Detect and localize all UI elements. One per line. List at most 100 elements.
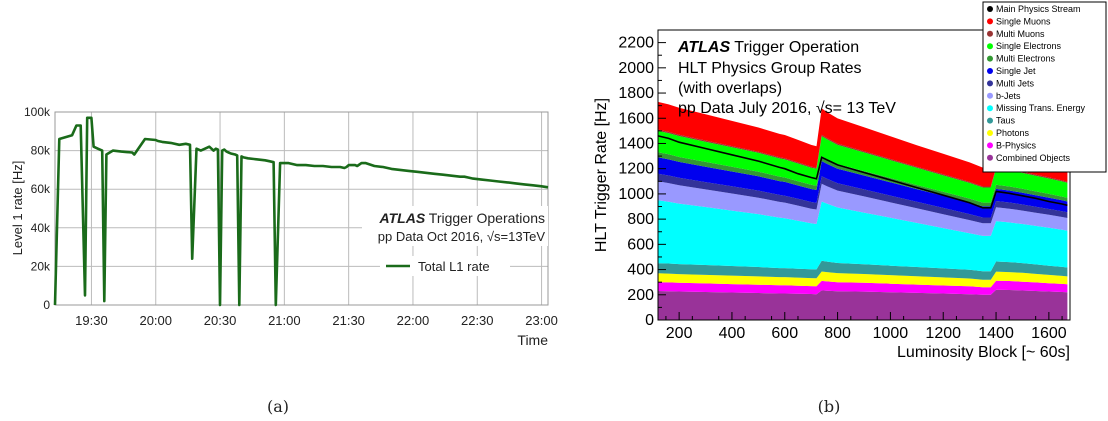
- chart-a-x-tick-label: 21:00: [268, 313, 301, 328]
- chart-b-legend-marker: [987, 68, 993, 74]
- chart-a-y-tick-label: 60k: [31, 182, 51, 196]
- chart-b-legend-marker: [987, 105, 993, 112]
- chart-b-areas: [658, 101, 1068, 320]
- chart-a-ylabel: Level 1 rate [Hz]: [10, 161, 25, 256]
- chart-b-annotation-line4: pp Data July 2016, √s= 13 TeV: [678, 100, 896, 117]
- chart-a-y-tick-label: 40k: [31, 221, 51, 235]
- chart-b-y-tick-label: 200: [627, 287, 654, 304]
- chart-a-x-tick-label: 22:00: [397, 313, 430, 328]
- chart-a-series-line: [53, 116, 549, 307]
- chart-b-legend-marker: [987, 92, 993, 99]
- chart-b-y-tick-label: 0: [645, 312, 654, 329]
- chart-b-x-tick-label: 200: [666, 325, 693, 342]
- chart-b-legend-marker: [987, 130, 993, 136]
- chart-a-annotation: ATLAS Trigger Operations pp Data Oct 201…: [362, 206, 548, 246]
- chart-b-area-single-muons: [658, 101, 1068, 187]
- chart-a-x-tick-label: 20:30: [204, 313, 237, 328]
- chart-b-area-missing-trans-energy: [658, 200, 1068, 272]
- chart-a-y-tick-label: 20k: [31, 259, 51, 273]
- chart-b-legend-box: [982, 1, 1107, 173]
- chart-b-legend-label: Multi Jets: [996, 78, 1035, 88]
- panel-label-b: (b): [818, 397, 841, 416]
- chart-b-legend-label: Single Electrons: [996, 41, 1062, 51]
- chart-b-x-tick-label: 1000: [873, 325, 909, 342]
- panel-label-a: (a): [267, 397, 289, 416]
- chart-b-y-tick-label: 400: [627, 262, 654, 279]
- chart-b-x-tick-label: 600: [771, 325, 798, 342]
- chart-b-y-tick-label: 2000: [618, 60, 654, 77]
- chart-b-legend-marker: [987, 154, 993, 161]
- chart-b-y-tick-label: 1800: [618, 85, 654, 102]
- chart-a: 0 20k 40k 60k 80k 100k 19:30 20:00 20:30 21:00 21…: [10, 105, 558, 416]
- chart-b-annotation-line2: HLT Physics Group Rates: [678, 60, 861, 77]
- chart-b-area-b-physics: [658, 280, 1068, 295]
- chart-b-legend-label: Single Jet: [996, 66, 1036, 76]
- chart-a-x-tick-label: 20:00: [139, 313, 172, 328]
- chart-b-legend-label: Photons: [996, 128, 1030, 138]
- chart-b-y-ticks: 0 200 400 600 800 1000 1200 1400 1600 1800 2000 220…: [618, 35, 666, 329]
- chart-a-annotation-line1: ATLAS Trigger Operations: [379, 210, 545, 226]
- chart-b-legend-marker: [987, 6, 993, 12]
- chart-b-y-tick-label: 1000: [618, 186, 654, 203]
- chart-b-legend-label: Multi Muons: [996, 29, 1045, 39]
- chart-a-x-tick-label: 23:00: [525, 313, 558, 328]
- chart-a-annotation-rest: Trigger Operations: [425, 210, 545, 226]
- chart-b-area-single-electrons: [658, 130, 1068, 203]
- chart-b: 0 200 400 600 800 1000 1200 1400 1600 1800 2000 220…: [593, 1, 1107, 416]
- chart-b-legend-label: B-Physics: [996, 140, 1037, 150]
- chart-a-x-tick-label: 22:30: [461, 313, 494, 328]
- chart-b-x-tick-label: 1600: [1031, 325, 1067, 342]
- chart-b-legend: Main Physics Stream Single Muons Multi Muo…: [982, 1, 1107, 173]
- chart-a-legend-bg: [380, 256, 510, 276]
- chart-b-annotation-line1: ATLAS Trigger Operation: [677, 39, 859, 56]
- chart-b-legend-marker: [987, 18, 993, 25]
- chart-a-x-tick-label: 21:30: [332, 313, 365, 328]
- chart-b-legend-label: b-Jets: [996, 91, 1021, 101]
- chart-b-legend-marker: [987, 117, 993, 124]
- chart-a-legend: Total L1 rate: [380, 256, 510, 276]
- chart-b-annotation-line3: (with overlaps): [678, 80, 782, 97]
- chart-b-y-tick-label: 1400: [618, 135, 654, 152]
- chart-a-y-ticks: 0 20k 40k 60k 80k 100k: [24, 105, 51, 312]
- chart-b-x-tick-label: 1400: [978, 325, 1014, 342]
- chart-b-annotation-rest: Trigger Operation: [730, 39, 859, 56]
- chart-b-y-tick-label: 1600: [618, 110, 654, 127]
- chart-a-xlabel: Time: [517, 332, 548, 348]
- chart-b-y-tick-label: 800: [627, 211, 654, 228]
- chart-a-y-tick-label: 0: [43, 298, 50, 312]
- chart-b-legend-marker: [987, 80, 993, 87]
- chart-b-legend-label: Single Muons: [996, 16, 1051, 26]
- chart-b-y-tick-label: 600: [627, 236, 654, 253]
- chart-b-area-combined-objects: [658, 289, 1068, 320]
- chart-a-y-tick-label: 100k: [24, 105, 51, 119]
- chart-a-annotation-bold: ATLAS: [379, 210, 426, 226]
- chart-b-x-tick-label: 400: [719, 325, 746, 342]
- chart-a-x-tick-label: 19:30: [75, 313, 108, 328]
- chart-b-main-physics-line: [657, 135, 1068, 209]
- chart-b-area-single-jet: [658, 157, 1068, 218]
- chart-a-annotation-line2: pp Data Oct 2016, √s=13TeV: [378, 229, 546, 244]
- chart-b-area-photons: [658, 271, 1068, 288]
- chart-a-annotation-bg: [362, 206, 548, 246]
- chart-b-legend-label: Multi Electrons: [996, 54, 1056, 64]
- chart-b-legend-marker: [987, 30, 993, 37]
- chart-b-ylabel: HLT Trigger Rate [Hz]: [593, 98, 610, 252]
- chart-b-x-tick-label: 800: [824, 325, 851, 342]
- chart-b-y-tick-label: 1200: [618, 161, 654, 178]
- chart-b-legend-marker: [987, 142, 993, 149]
- chart-b-legend-label: Taus: [996, 116, 1016, 126]
- chart-b-legend-label: Main Physics Stream: [996, 4, 1081, 14]
- chart-b-xlabel: Luminosity Block [~ 60s]: [897, 344, 1070, 361]
- chart-b-y-tick-label: 2200: [618, 35, 654, 52]
- chart-b-area-b-jets: [658, 181, 1068, 236]
- chart-b-annotation-bold: ATLAS: [677, 39, 730, 56]
- chart-a-y-tick-label: 80k: [31, 144, 51, 158]
- chart-b-x-tick-label: 1200: [925, 325, 961, 342]
- chart-b-legend-marker: [987, 55, 993, 62]
- chart-b-legend-marker: [987, 43, 993, 50]
- chart-b-legend-label: Missing Trans. Energy: [996, 103, 1086, 113]
- chart-b-x-ticks: 200 400 600 800 1000 1200 1400 1600: [665, 312, 1067, 342]
- chart-b-area-taus: [658, 260, 1068, 280]
- chart-b-annotation: ATLAS Trigger Operation HLT Physics Grou…: [677, 39, 896, 117]
